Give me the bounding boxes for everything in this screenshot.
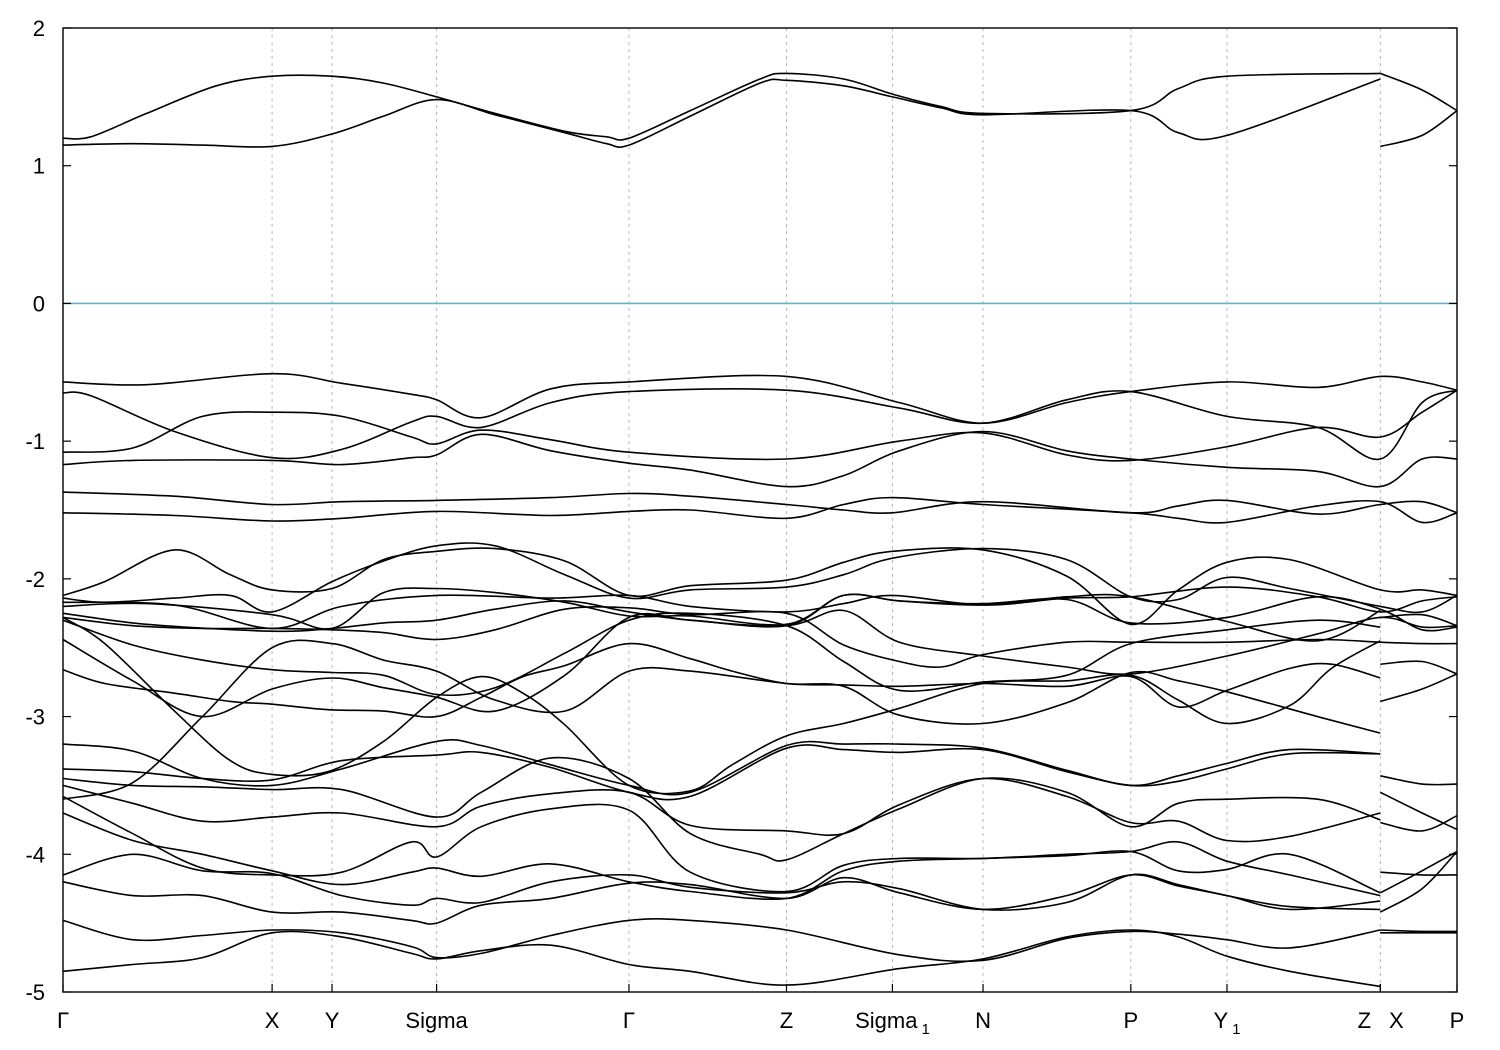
band-line <box>62 605 1458 669</box>
x-tick-label: Γ <box>623 1008 635 1033</box>
band-line <box>62 388 1458 461</box>
x-tick-label: P <box>1123 1008 1138 1033</box>
band-line <box>62 812 1381 901</box>
x-tick-label: X <box>265 1008 280 1033</box>
band-line <box>62 873 1381 925</box>
band-line <box>62 372 1458 424</box>
x-tick-label: Sigma <box>405 1008 468 1033</box>
y-tick-label: 2 <box>33 16 45 41</box>
band-line <box>62 744 1381 801</box>
band-line <box>62 777 1381 843</box>
band-line <box>1380 814 1458 832</box>
band-line <box>62 756 1381 862</box>
band-line <box>1380 109 1458 148</box>
band-line <box>62 795 1381 897</box>
x-tick-label: Y <box>325 1008 340 1033</box>
band-line <box>1380 660 1458 675</box>
x-tick-label: Γ <box>57 1008 69 1033</box>
y-tick-label: -4 <box>25 842 45 867</box>
band-line <box>62 542 1458 614</box>
band-line <box>62 639 1381 800</box>
x-tick-label: Z <box>780 1008 793 1033</box>
y-axis-ticks: 2 1 0 -1 -2 -3 -4 -5 <box>25 16 1457 1005</box>
band-line <box>62 547 1458 626</box>
x-axis-ticks: Γ X Y Sigma Γ Z Sigma 1 N P Y 1 Z X P <box>57 984 1464 1038</box>
band-line <box>1380 72 1458 112</box>
band-line <box>62 72 1381 141</box>
band-line <box>62 612 1381 697</box>
band-line <box>62 853 1381 911</box>
band-line <box>1380 871 1458 876</box>
x-tick-label: N <box>975 1008 991 1033</box>
band-line <box>1380 929 1458 933</box>
y-tick-label: -3 <box>25 705 45 730</box>
band-lines <box>62 72 1458 988</box>
band-line <box>62 78 1381 148</box>
y-tick-label: 1 <box>33 154 45 179</box>
band-line <box>62 739 1381 796</box>
x-tick-label: P <box>1450 1008 1465 1033</box>
band-line <box>62 616 1381 795</box>
band-line <box>1380 613 1458 627</box>
y-tick-label: 0 <box>33 291 45 316</box>
plot-frame <box>62 27 1458 993</box>
band-line <box>1380 775 1458 786</box>
band-line <box>62 491 1458 515</box>
band-line <box>62 918 1381 963</box>
band-line <box>62 389 1458 462</box>
y-tick-label: -5 <box>25 980 45 1005</box>
band-line <box>1380 673 1458 703</box>
band-line <box>62 430 1458 488</box>
y-tick-label: -2 <box>25 567 45 592</box>
x-tick-label: Z <box>1358 1008 1371 1033</box>
band-line <box>1379 850 1458 894</box>
band-line <box>62 929 1381 988</box>
band-line <box>62 586 1458 630</box>
band-line <box>1379 791 1458 831</box>
band-line <box>62 593 1381 718</box>
band-line <box>1379 850 1458 913</box>
y-tick-label: -1 <box>25 429 45 454</box>
band-line <box>62 496 1458 524</box>
x-tick-label: X <box>1389 1008 1404 1033</box>
x-tick-label: Sigma 1 <box>855 1008 930 1038</box>
band-line <box>62 642 1381 718</box>
